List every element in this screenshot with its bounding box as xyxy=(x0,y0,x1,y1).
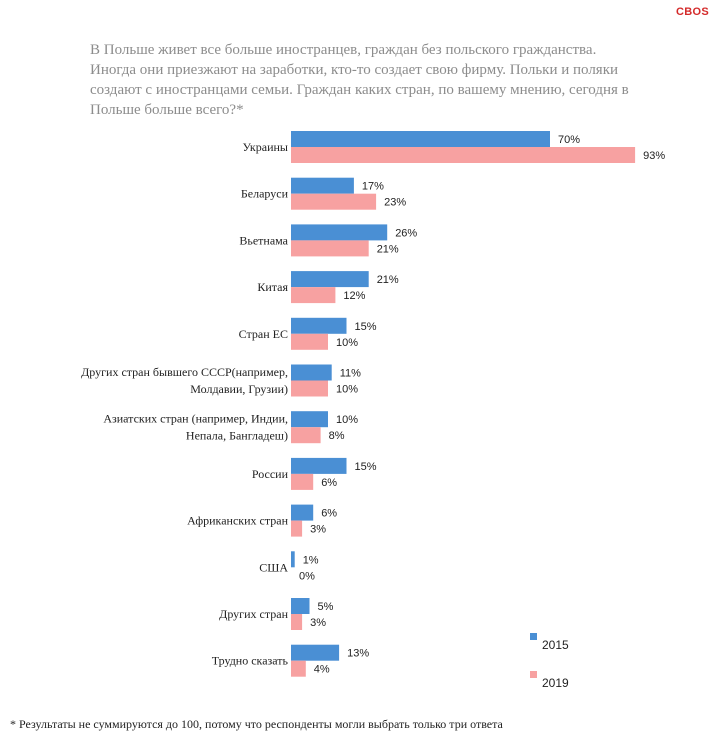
data-label-2019: 8% xyxy=(329,430,345,442)
bar-2015 xyxy=(291,644,340,661)
category-label: Других стран бывшего СССР(например, Молда… xyxy=(81,365,288,396)
bar-2015 xyxy=(291,177,354,194)
category-label: Украины xyxy=(242,140,288,154)
footnote: * Результаты не суммируются до 100, пото… xyxy=(10,717,503,731)
data-label-2019: 3% xyxy=(310,524,326,536)
data-label-2015: 10% xyxy=(336,414,358,426)
data-label-2015: 17% xyxy=(362,181,384,193)
data-label-2019: 93% xyxy=(643,150,665,162)
data-label-2019: 10% xyxy=(336,384,358,396)
category-label: Трудно сказать xyxy=(212,654,289,668)
bar-2015 xyxy=(291,364,332,381)
bar-2019 xyxy=(291,380,328,397)
bar-2019 xyxy=(291,287,336,304)
category-label: Других стран xyxy=(219,607,288,621)
bar-2015 xyxy=(291,411,328,428)
category-label: США xyxy=(259,560,288,574)
bar-2015 xyxy=(291,551,295,568)
bar-2019 xyxy=(291,473,314,490)
data-label-2019: 21% xyxy=(377,243,399,255)
data-label-2019: 6% xyxy=(321,477,337,489)
brand-logo: CBOS xyxy=(676,6,709,18)
bar-2015 xyxy=(291,131,550,147)
bar-2015 xyxy=(291,317,347,334)
data-label-2019: 12% xyxy=(343,290,365,302)
bar-2019 xyxy=(291,427,321,444)
bar-2019 xyxy=(291,520,303,537)
question-text: В Польше живет все больше иностранцев, г… xyxy=(90,42,629,118)
data-label-2015: 21% xyxy=(377,274,399,286)
bar-2015 xyxy=(291,457,347,474)
data-label-2015: 13% xyxy=(347,648,369,660)
data-label-2019: 23% xyxy=(384,197,406,209)
bar-2019 xyxy=(291,193,377,210)
category-label: Африканских стран xyxy=(187,514,288,528)
data-label-2019: 3% xyxy=(310,617,326,629)
bar-2015 xyxy=(291,504,314,521)
bar-2019 xyxy=(291,333,328,350)
category-label: Вьетнама xyxy=(239,233,288,247)
data-label-2015: 6% xyxy=(321,508,337,520)
legend-label-2015: 2015 xyxy=(542,638,569,652)
legend-swatch-2019 xyxy=(530,671,537,678)
data-label-2015: 70% xyxy=(558,134,580,146)
legend-label-2019: 2019 xyxy=(542,676,569,690)
bar-2015 xyxy=(291,271,369,288)
data-label-2015: 15% xyxy=(355,321,377,333)
data-label-2019: 0% xyxy=(299,570,315,582)
legend-swatch-2015 xyxy=(530,633,537,640)
bar-2019 xyxy=(291,614,303,630)
category-label: Азиатских стран (например, Индии, Непала,… xyxy=(103,412,288,443)
category-label: Стран ЕС xyxy=(239,327,288,341)
data-label-2015: 11% xyxy=(340,368,361,380)
category-label: Китая xyxy=(257,280,288,294)
bar-2015 xyxy=(291,598,310,614)
category-label: России xyxy=(252,467,289,481)
data-label-2019: 4% xyxy=(314,664,330,676)
bar-2019 xyxy=(291,147,636,163)
data-label-2015: 1% xyxy=(303,554,319,566)
data-label-2019: 10% xyxy=(336,337,358,349)
category-label: Беларуси xyxy=(241,187,289,201)
data-label-2015: 26% xyxy=(395,227,417,239)
data-label-2015: 15% xyxy=(355,461,377,473)
bar-2019 xyxy=(291,660,306,677)
bar-2015 xyxy=(291,224,388,241)
data-label-2015: 5% xyxy=(318,601,334,613)
bar-2019 xyxy=(291,240,369,257)
